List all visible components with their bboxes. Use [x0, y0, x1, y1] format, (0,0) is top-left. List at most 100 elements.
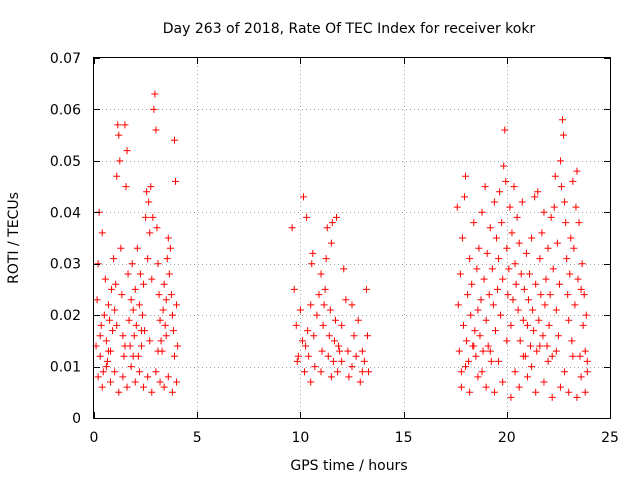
data-point [362, 285, 370, 293]
data-point [117, 244, 125, 252]
x-axis-label: GPS time / hours [290, 458, 407, 474]
data-point [165, 270, 173, 278]
data-point [532, 280, 540, 288]
data-point [104, 301, 112, 309]
data-point [137, 342, 145, 350]
data-point [293, 357, 301, 365]
plot-frame [93, 57, 611, 419]
data-point [581, 347, 589, 355]
data-point [112, 280, 120, 288]
data-point [161, 321, 169, 329]
data-point [113, 172, 121, 180]
data-point [342, 296, 350, 304]
data-point [102, 363, 110, 371]
data-point [581, 388, 589, 396]
data-point [504, 291, 512, 299]
data-point [524, 296, 532, 304]
data-point [523, 321, 531, 329]
data-point [132, 321, 140, 329]
data-point [115, 388, 123, 396]
data-point [528, 363, 536, 371]
data-point [549, 265, 557, 273]
data-point [164, 373, 172, 381]
data-point [127, 363, 135, 371]
y-tick-label: 0 [72, 411, 81, 427]
y-tick-label: 0.07 [50, 51, 81, 67]
data-point [102, 337, 110, 345]
data-point [478, 368, 486, 376]
chart-title: Day 263 of 2018, Rate Of TEC Index for r… [163, 21, 536, 37]
data-point [352, 352, 360, 360]
data-point [561, 368, 569, 376]
data-point [324, 352, 332, 360]
data-point [488, 265, 496, 273]
data-point [547, 213, 555, 221]
y-tick-label: 0.02 [50, 308, 81, 324]
data-point [170, 352, 178, 360]
data-point [313, 311, 321, 319]
data-point [123, 383, 131, 391]
data-point [345, 373, 353, 381]
data-point [105, 316, 113, 324]
data-point [350, 332, 358, 340]
data-point [519, 352, 527, 360]
x-tick-label: 5 [193, 430, 202, 446]
data-point [156, 316, 164, 324]
data-point [308, 260, 316, 268]
data-point [311, 363, 319, 371]
data-point [544, 357, 552, 365]
data-point [495, 255, 503, 263]
data-point [496, 188, 504, 196]
data-point [526, 270, 534, 278]
data-point [344, 347, 352, 355]
data-point [307, 378, 315, 386]
data-point [146, 337, 154, 345]
data-point [157, 337, 165, 345]
data-point [471, 327, 479, 335]
data-point [303, 213, 311, 221]
data-point [96, 332, 104, 340]
data-point [565, 316, 573, 324]
data-point [317, 270, 325, 278]
data-point [537, 291, 545, 299]
data-point [129, 306, 137, 314]
data-point [517, 270, 525, 278]
data-point [154, 260, 162, 268]
data-point [583, 368, 591, 376]
data-point [156, 378, 164, 386]
data-point [494, 285, 502, 293]
data-point [325, 332, 333, 340]
data-point [569, 177, 577, 185]
y-tick-label: 0.04 [50, 205, 81, 221]
data-point [322, 255, 330, 263]
data-point [583, 357, 591, 365]
data-point [459, 321, 467, 329]
data-point [490, 198, 498, 206]
data-point [334, 368, 342, 376]
data-point [109, 327, 117, 335]
data-point [514, 306, 522, 314]
data-point [338, 357, 346, 365]
data-point [490, 388, 498, 396]
data-point [520, 285, 528, 293]
data-point [562, 219, 570, 227]
data-point [499, 378, 507, 386]
data-point [119, 332, 127, 340]
data-point [582, 311, 590, 319]
data-point [148, 388, 156, 396]
data-point [554, 332, 562, 340]
data-point [93, 296, 101, 304]
data-point [162, 296, 170, 304]
data-point [513, 213, 521, 221]
data-point [486, 224, 494, 232]
data-point [515, 383, 523, 391]
data-point [545, 321, 553, 329]
data-point [511, 368, 519, 376]
data-point [340, 265, 348, 273]
data-point [309, 249, 317, 257]
data-point [118, 291, 126, 299]
data-point [503, 244, 511, 252]
data-point [330, 337, 338, 345]
data-point [527, 342, 535, 350]
data-point [474, 306, 482, 314]
